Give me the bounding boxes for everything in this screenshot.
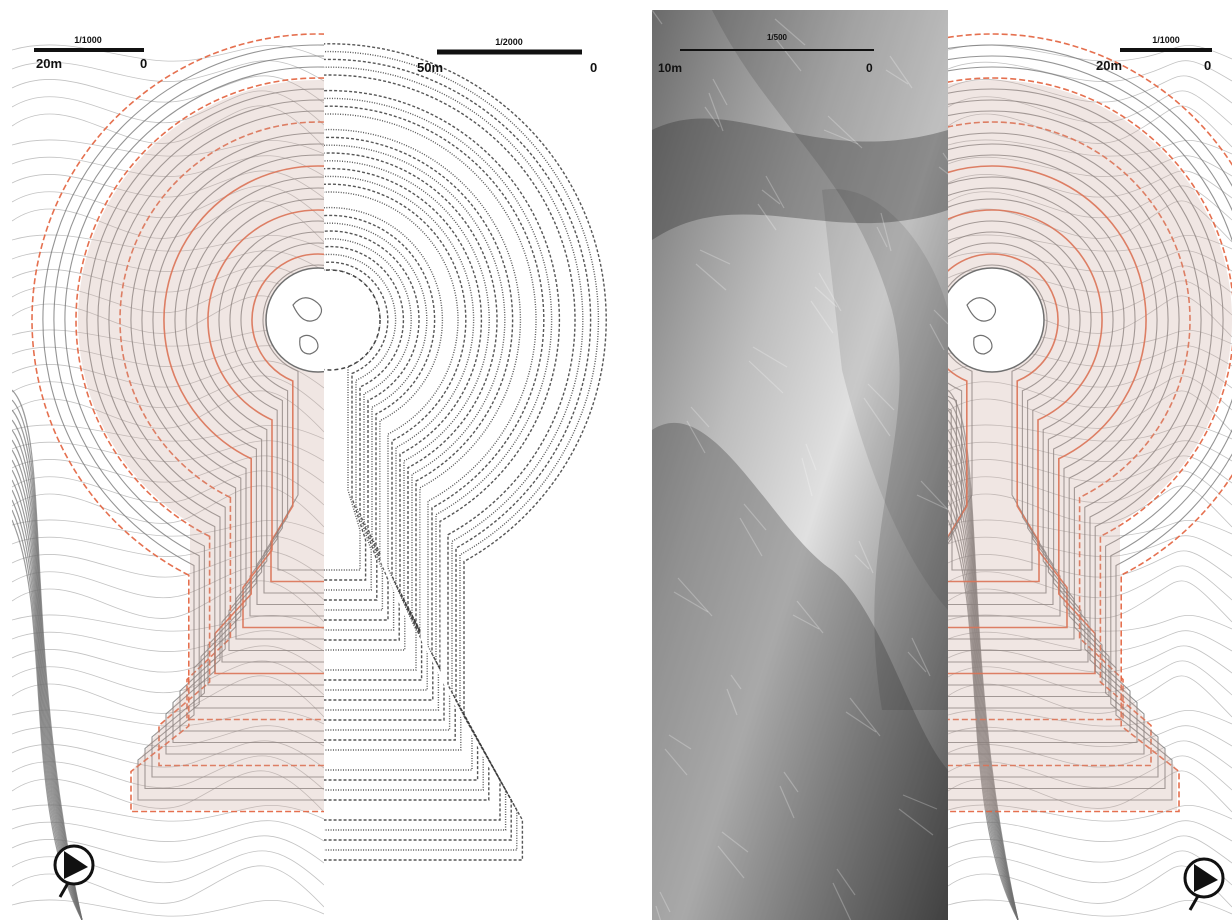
scale-ratio: 1/500: [767, 33, 788, 42]
scale-right-label: 0: [866, 61, 873, 75]
scale-left-label: 10m: [658, 61, 682, 75]
map-canvas-b: 1/500 10m 0 1/1000 20m 0: [652, 10, 1232, 920]
map-canvas-a: 1/1000 20m 0 1/2000 50m 0: [12, 33, 607, 920]
keyhole-mound-hatching: [324, 43, 607, 861]
north-arrow-icon: [1183, 857, 1225, 911]
scale-right-label: 0: [140, 56, 147, 71]
keyhole-mound-contours: [948, 33, 1232, 813]
scale-bar-left: 1/1000 20m 0: [34, 35, 147, 71]
scale-right-label: 0: [590, 60, 597, 75]
relief-shading: [652, 10, 948, 920]
scale-bar-right: 1/1000 20m 0: [1096, 35, 1212, 73]
scale-ratio: 1/1000: [1152, 35, 1180, 45]
scale-right-label: 0: [1204, 58, 1211, 73]
scale-left-label: 20m: [36, 56, 62, 71]
shaded-relief-map: [652, 10, 948, 920]
scale-ratio: 1/2000: [495, 37, 523, 47]
survey-plan: [324, 43, 607, 861]
contour-map-a: [12, 33, 324, 920]
north-arrow-icon: [53, 844, 95, 898]
scale-left-label: 20m: [1096, 58, 1122, 73]
scale-bar-left: 1/500 10m 0: [658, 33, 874, 75]
map-panel-relief-comparison: 1/500 10m 0 1/1000 20m 0: [652, 10, 1232, 920]
keyhole-mound-contours: [31, 33, 324, 813]
scale-ratio: 1/1000: [74, 35, 102, 45]
scale-left-label: 50m: [417, 60, 443, 75]
map-panel-survey-comparison: 1/1000 20m 0 1/2000 50m 0: [12, 10, 632, 920]
contour-map-b: [948, 10, 1232, 920]
scale-bar-right: 1/2000 50m 0: [417, 37, 597, 75]
